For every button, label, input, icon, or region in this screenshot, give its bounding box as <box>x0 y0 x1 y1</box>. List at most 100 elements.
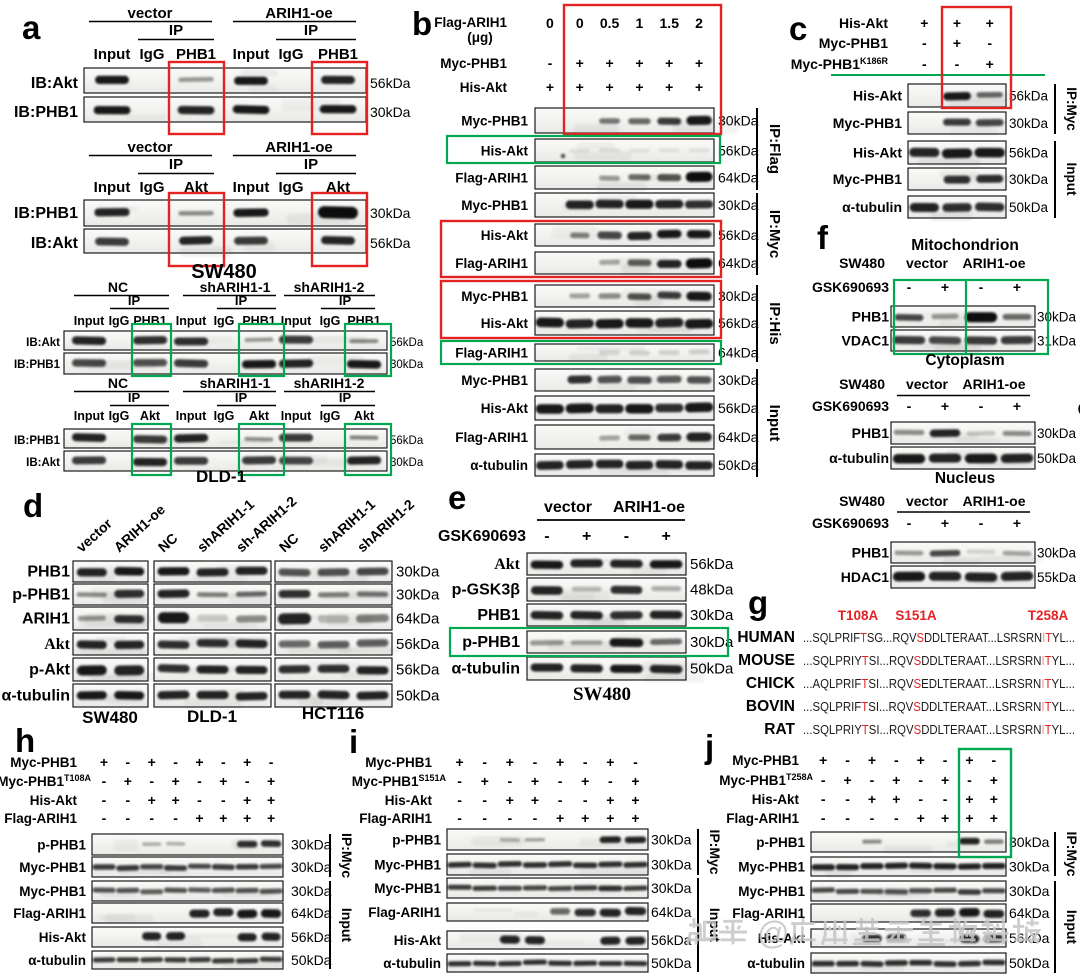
svg-text:vector: vector <box>906 255 949 271</box>
svg-text:56kDa: 56kDa <box>370 235 411 251</box>
svg-text:IB:Akt: IB:Akt <box>31 75 79 92</box>
svg-text:His-Akt: His-Akt <box>839 15 888 31</box>
svg-text:+: + <box>148 792 156 808</box>
svg-text:IP: IP <box>339 293 352 308</box>
svg-text:-: - <box>102 773 107 789</box>
svg-text:30kDa: 30kDa <box>718 372 759 388</box>
svg-text:vector: vector <box>127 139 172 156</box>
svg-text:+: + <box>267 810 275 826</box>
svg-text:IP:Flag: IP:Flag <box>766 124 783 174</box>
svg-text:-: - <box>457 810 462 826</box>
svg-text:PHB1: PHB1 <box>318 46 358 63</box>
svg-text:NC: NC <box>108 375 128 391</box>
svg-text:+: + <box>1013 515 1021 531</box>
svg-text:Akt: Akt <box>140 409 161 423</box>
svg-text:-: - <box>102 792 107 808</box>
svg-text:Flag-ARIH1: Flag-ARIH1 <box>434 15 507 30</box>
svg-text:-: - <box>173 754 178 770</box>
svg-text:-: - <box>870 810 875 826</box>
svg-text:His-Akt: His-Akt <box>394 933 442 948</box>
svg-text:30kDa: 30kDa <box>291 883 332 899</box>
svg-text:IgG: IgG <box>214 314 235 328</box>
svg-text:+: + <box>695 79 703 95</box>
svg-text:+: + <box>953 35 961 51</box>
svg-text:c: c <box>789 10 807 47</box>
svg-text:+: + <box>986 15 994 31</box>
svg-text:Akt: Akt <box>494 556 520 573</box>
svg-text:f: f <box>817 219 829 256</box>
svg-text:-: - <box>907 398 912 414</box>
svg-text:Flag-ARIH1: Flag-ARIH1 <box>4 811 77 826</box>
svg-text:+: + <box>635 55 643 71</box>
svg-text:-: - <box>533 754 538 770</box>
svg-text:64kDa: 64kDa <box>718 345 759 361</box>
svg-text:IP: IP <box>304 22 318 39</box>
svg-text:...AQLPRIFTSI...RQVSEDLTERAAT.: ...AQLPRIFTSI...RQVSEDLTERAAT...LSRSRNIT… <box>803 676 1075 691</box>
svg-text:p-PHB1: p-PHB1 <box>392 833 441 848</box>
svg-text:IP: IP <box>235 293 248 308</box>
svg-text:ARIH1-oe: ARIH1-oe <box>962 255 1025 271</box>
svg-text:-: - <box>173 810 178 826</box>
svg-text:IgG: IgG <box>279 46 304 63</box>
svg-text:+: + <box>661 528 670 545</box>
svg-text:30kDa: 30kDa <box>396 587 440 604</box>
svg-text:30kDa: 30kDa <box>1037 426 1077 441</box>
svg-text:Input: Input <box>1064 910 1080 945</box>
svg-text:PHB1: PHB1 <box>347 314 380 328</box>
svg-text:+: + <box>965 791 973 807</box>
svg-text:Flag-ARIH1: Flag-ARIH1 <box>455 430 528 445</box>
svg-text:Input: Input <box>339 908 355 943</box>
svg-text:Input: Input <box>281 409 312 423</box>
svg-text:50kDa: 50kDa <box>1037 451 1077 466</box>
svg-text:vector: vector <box>906 376 949 392</box>
svg-text:+: + <box>917 752 925 768</box>
svg-text:-: - <box>987 35 992 51</box>
svg-text:-: - <box>821 810 826 826</box>
svg-text:+: + <box>576 55 584 71</box>
svg-text:a: a <box>22 9 41 46</box>
svg-text:i: i <box>349 723 358 760</box>
svg-text:+: + <box>100 754 108 770</box>
svg-text:+: + <box>582 528 591 545</box>
svg-text:Myc-PHB1: Myc-PHB1 <box>833 115 902 131</box>
svg-text:BOVIN: BOVIN <box>746 698 795 715</box>
svg-text:+: + <box>965 810 973 826</box>
svg-text:-: - <box>197 792 202 808</box>
svg-text:Flag-ARIH1: Flag-ARIH1 <box>726 811 799 826</box>
svg-text:IgG: IgG <box>109 314 130 328</box>
svg-text:Myc-PHB1: Myc-PHB1 <box>738 884 805 899</box>
svg-text:-: - <box>482 754 487 770</box>
svg-text:30kDa: 30kDa <box>1037 546 1077 561</box>
svg-text:His-Akt: His-Akt <box>853 145 902 161</box>
svg-text:+: + <box>892 791 900 807</box>
svg-text:56kDa: 56kDa <box>390 337 424 349</box>
svg-text:50kDa: 50kDa <box>690 661 734 678</box>
svg-text:GSK690693: GSK690693 <box>812 398 889 414</box>
svg-text:+: + <box>556 754 564 770</box>
svg-text:h: h <box>15 722 35 759</box>
svg-text:IP:Myc: IP:Myc <box>1064 87 1079 131</box>
svg-text:p-PHB1: p-PHB1 <box>462 634 520 651</box>
svg-text:shARIH1-1: shARIH1-1 <box>200 279 271 295</box>
svg-text:+: + <box>665 79 673 95</box>
svg-text:Akt: Akt <box>249 409 270 423</box>
svg-text:DLD-1: DLD-1 <box>196 467 246 486</box>
svg-text:Akt: Akt <box>354 409 375 423</box>
svg-text:+: + <box>941 398 949 414</box>
svg-text:Input: Input <box>1064 163 1079 196</box>
svg-text:-: - <box>943 752 948 768</box>
svg-text:α-tubulin: α-tubulin <box>842 199 902 215</box>
svg-text:HDAC1: HDAC1 <box>841 569 889 585</box>
svg-text:30kDa: 30kDa <box>390 359 424 371</box>
svg-text:+: + <box>990 810 998 826</box>
svg-text:-: - <box>821 791 826 807</box>
svg-text:-: - <box>583 754 588 770</box>
svg-text:α-tubulin: α-tubulin <box>829 450 889 466</box>
svg-text:SW480: SW480 <box>839 255 885 271</box>
svg-text:Flag-ARIH1: Flag-ARIH1 <box>455 256 528 271</box>
svg-text:+: + <box>195 754 203 770</box>
svg-text:56kDa: 56kDa <box>396 636 440 653</box>
svg-text:IP: IP <box>128 390 141 405</box>
svg-text:shARIH1-2: shARIH1-2 <box>294 375 365 391</box>
svg-text:T108A: T108A <box>838 608 879 623</box>
